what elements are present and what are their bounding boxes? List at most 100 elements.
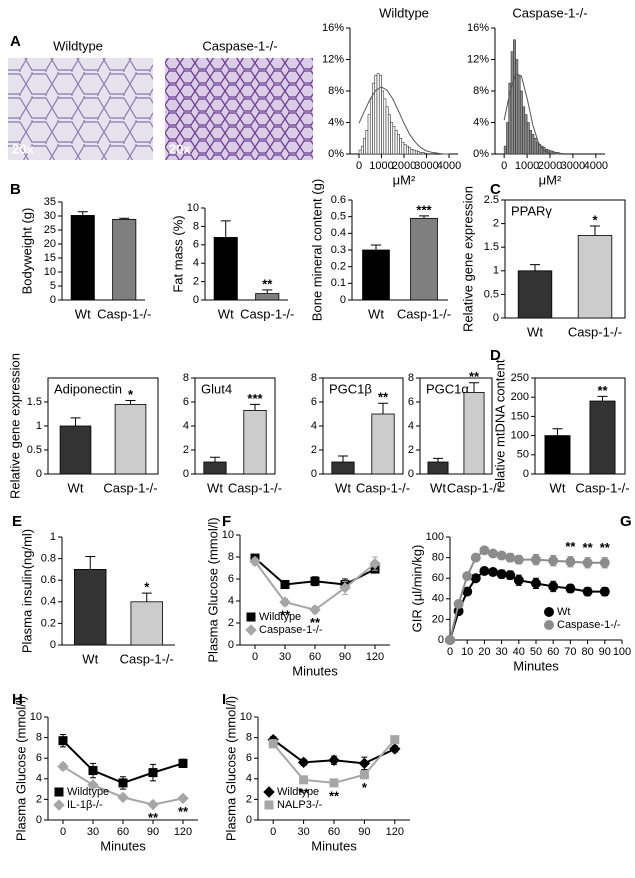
- y-tick-label: 100: [426, 531, 444, 543]
- y-tick-label: 2: [193, 276, 199, 288]
- legend-label: Caspase-1-/-: [259, 624, 323, 636]
- significance: *: [362, 780, 368, 795]
- histogram-bar: [369, 98, 373, 155]
- y-tick-label: 2: [311, 444, 317, 456]
- x-axis-label: Minutes: [513, 658, 559, 673]
- marker: [297, 756, 310, 769]
- y-tick-label: 2.5: [484, 194, 499, 206]
- marker: [582, 557, 593, 568]
- marker: [531, 578, 541, 589]
- histogram-bar: [417, 151, 421, 155]
- x-tick-label: 0: [252, 651, 258, 663]
- marker: [479, 545, 490, 556]
- x-tick-label: 60: [309, 651, 321, 663]
- marker: [87, 779, 99, 791]
- y-tick-label: 0: [311, 468, 317, 480]
- panel-label: A: [10, 33, 21, 50]
- y-tick-label: 4: [246, 773, 252, 785]
- y-tick-label: 2: [246, 793, 252, 805]
- bar: [213, 237, 238, 301]
- histogram-bar: [410, 148, 414, 155]
- y-tick-label: 6: [228, 573, 234, 585]
- histogram-bar: [360, 145, 364, 155]
- x-tick-label: Casp-1-/-: [228, 480, 282, 495]
- y-axis-label: Plasma Glucose (mmol/l): [223, 696, 238, 841]
- y-tick-label: 0: [50, 294, 56, 306]
- bar: [544, 435, 571, 475]
- panel-label: B: [10, 181, 21, 198]
- x-tick-label: Wt: [430, 480, 446, 495]
- y-tick-label: 100: [511, 430, 529, 442]
- y-tick-label: 0.6: [41, 574, 56, 586]
- fit-curve: [358, 86, 449, 155]
- marker: [488, 567, 498, 578]
- magnification: 20x: [169, 141, 191, 156]
- marker: [565, 583, 576, 594]
- histogram-bar: [383, 98, 387, 155]
- x-tick-label: Casp-1-/-: [120, 651, 174, 666]
- y-tick-label: 0: [408, 468, 414, 480]
- y-tick-label: 2: [493, 218, 499, 230]
- significance: *: [144, 580, 150, 595]
- error-bar: [552, 428, 563, 436]
- y-tick-label: 0: [36, 468, 42, 480]
- x-tick-label: 0: [501, 160, 507, 172]
- panel-label: F: [222, 513, 231, 530]
- y-tick-label: 0: [438, 634, 444, 646]
- significance: ***: [416, 202, 432, 217]
- image-label: Caspase-1-/-: [202, 38, 277, 53]
- bar: [427, 461, 449, 475]
- x-tick-label: Casp-1-/-: [447, 480, 501, 495]
- x-tick-label: Wt: [550, 480, 566, 495]
- y-tick-label: 6: [408, 396, 414, 408]
- error-bar: [530, 264, 540, 271]
- x-axis-label: Minutes: [100, 838, 146, 853]
- legend-marker: [54, 787, 64, 797]
- legend-marker: [245, 624, 257, 636]
- inset-title: PPARγ: [511, 203, 552, 218]
- micrograph: [165, 58, 313, 160]
- y-tick-label: 250: [511, 372, 529, 384]
- x-tick-label: 90: [358, 826, 370, 838]
- histogram-bar: [423, 152, 427, 155]
- y-tick-label: 4: [408, 420, 414, 432]
- y-tick-label: 20: [432, 613, 444, 625]
- histogram-bar: [522, 106, 526, 155]
- significance: **: [469, 369, 480, 384]
- histogram-bar: [533, 137, 537, 155]
- y-tick-label: 0: [36, 814, 42, 826]
- y-tick-label: 0.5: [27, 444, 42, 456]
- x-axis-label: Minutes: [311, 838, 357, 853]
- panel-label: E: [12, 513, 22, 530]
- marker: [117, 791, 129, 804]
- bar: [130, 601, 163, 646]
- y-tick-label: 4: [228, 595, 234, 607]
- error-bar: [141, 592, 152, 602]
- histogram-bar: [421, 152, 425, 155]
- marker: [177, 792, 189, 805]
- y-tick-label: 0.6: [331, 194, 346, 206]
- marker: [479, 565, 490, 576]
- y-tick-label: 12%: [467, 53, 489, 65]
- x-tick-label: 0: [356, 160, 362, 172]
- y-tick-label: 0: [183, 468, 189, 480]
- y-tick-label: 10: [240, 711, 252, 723]
- inset-title: Glut4: [201, 381, 232, 396]
- significance: ***: [247, 391, 263, 406]
- y-tick-label: 8: [193, 220, 199, 232]
- error-bar: [338, 455, 348, 462]
- histogram-bar: [419, 152, 423, 155]
- y-tick-label: 60: [432, 572, 444, 584]
- x-tick-label: Casp-1-/-: [575, 480, 629, 495]
- x-tick-label: Casp-1-/-: [103, 480, 157, 495]
- x-tick-label: 90: [147, 826, 159, 838]
- bar: [331, 461, 355, 475]
- significance: **: [583, 540, 594, 555]
- micrograph: [8, 58, 153, 160]
- marker: [496, 569, 507, 580]
- x-tick-label: Wt: [207, 480, 223, 495]
- x-tick-label: 1000: [515, 160, 539, 172]
- y-tick-label: 1.5: [484, 241, 499, 253]
- legend-marker: [246, 612, 256, 622]
